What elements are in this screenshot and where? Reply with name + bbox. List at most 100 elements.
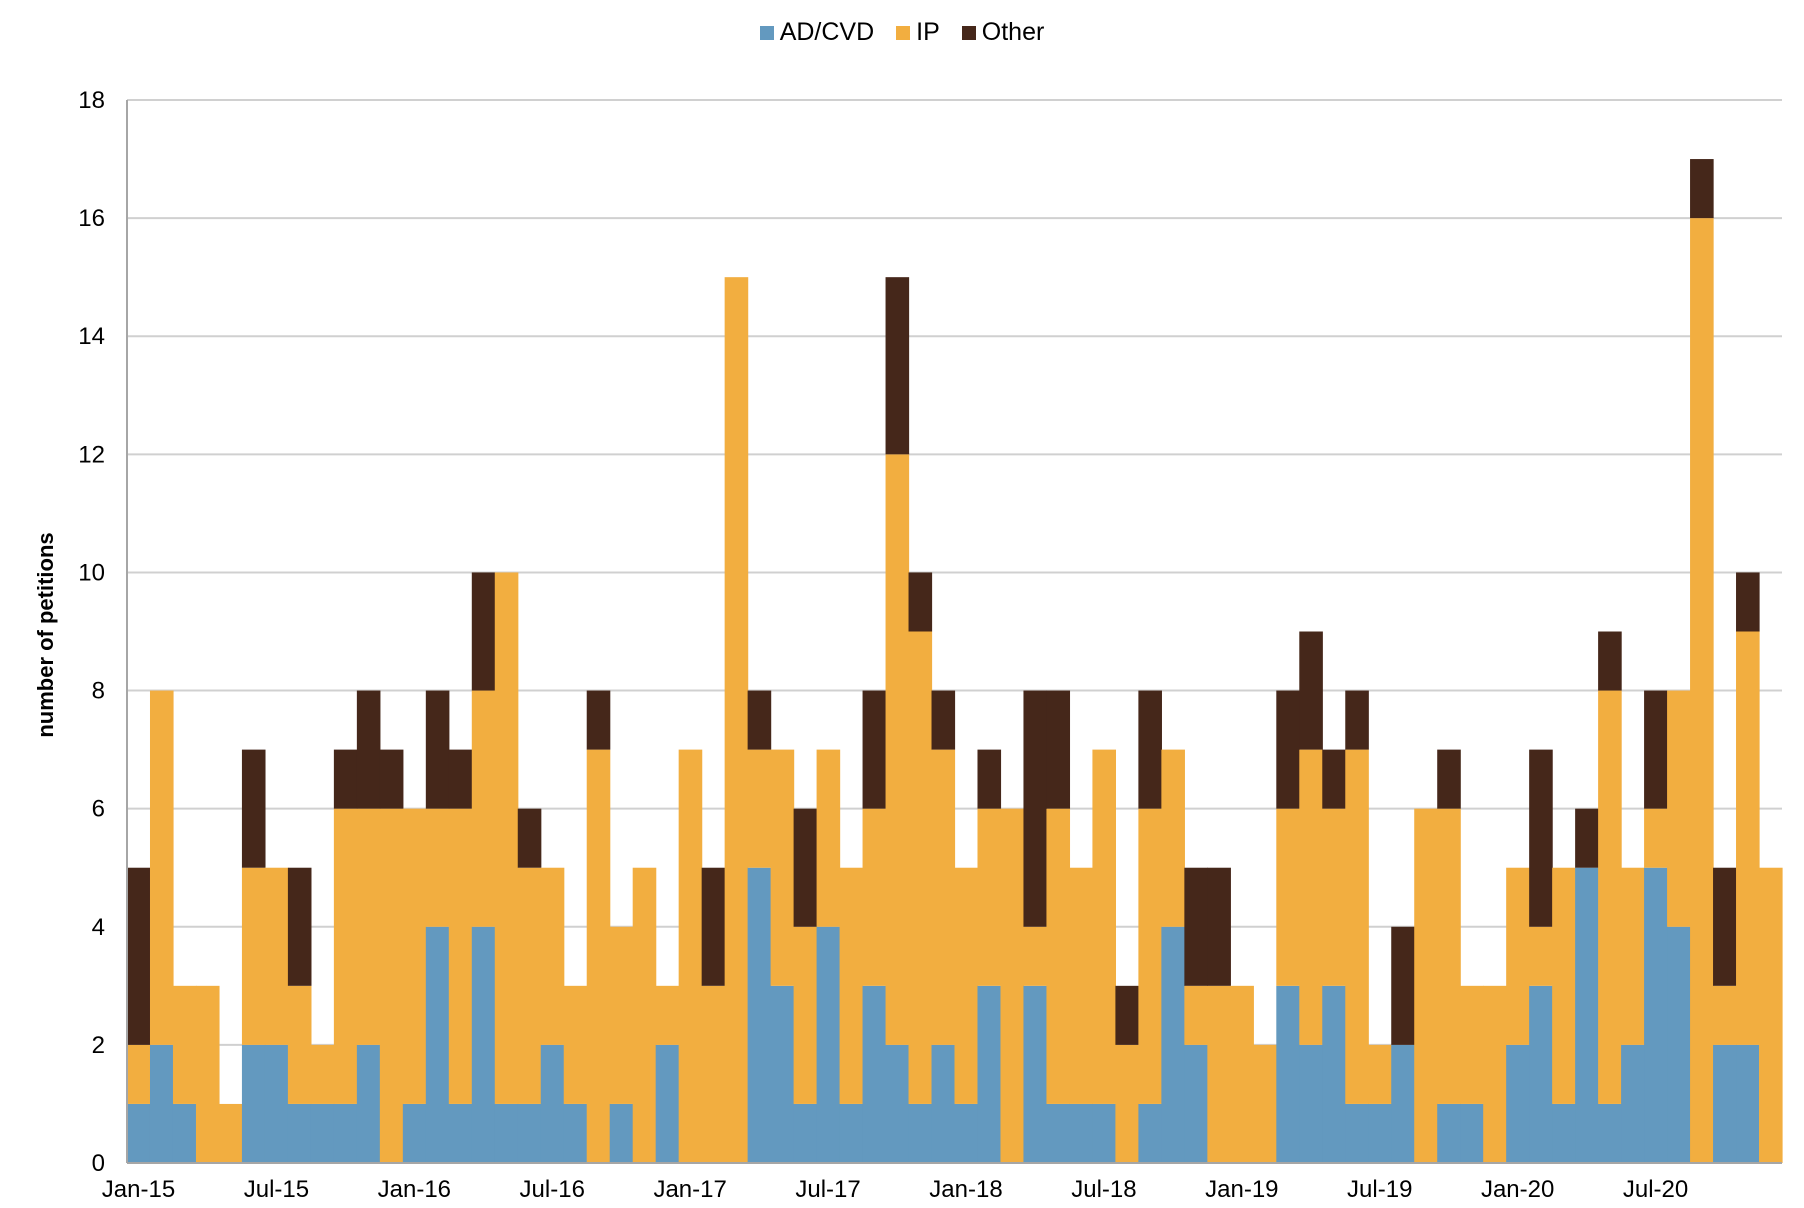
- x-tick-label-jan-19: Jan-19: [1205, 1176, 1278, 1203]
- bar-other-apr-18: [1023, 690, 1048, 927]
- bar-other-apr-19: [1299, 631, 1323, 750]
- bar-ad-cvd-may-20: [1598, 1103, 1622, 1163]
- y-tick-label-14: 14: [78, 323, 105, 350]
- bar-ad-cvd-jul-19: [1368, 1103, 1392, 1163]
- y-tick-label-12: 12: [78, 441, 105, 468]
- y-tick-label-6: 6: [92, 796, 105, 823]
- bar-ip-sep-19: [1414, 808, 1438, 1163]
- y-tick-label-2: 2: [92, 1032, 105, 1059]
- bar-ad-cvd-oct-20: [1713, 1044, 1737, 1163]
- bar-other-nov-15: [356, 690, 381, 809]
- bar-ip-mar-16: [448, 808, 473, 1104]
- bar-ip-jun-15: [241, 867, 266, 1045]
- bar-ad-cvd-oct-17: [885, 1044, 910, 1163]
- bar-other-dec-15: [379, 749, 404, 809]
- bar-ip-may-18: [1046, 808, 1071, 1104]
- bar-ad-cvd-mar-15: [172, 1103, 197, 1163]
- bar-ip-jan-17: [678, 749, 703, 1163]
- bar-ad-cvd-nov-15: [356, 1044, 381, 1163]
- bar-ad-cvd-may-16: [494, 1103, 519, 1163]
- bar-other-aug-19: [1391, 926, 1415, 1045]
- y-tick-label-18: 18: [78, 87, 105, 114]
- bar-ad-cvd-nov-20: [1736, 1044, 1760, 1163]
- bar-ad-cvd-sep-18: [1138, 1103, 1162, 1163]
- bar-ad-cvd-aug-20: [1667, 926, 1691, 1163]
- y-tick-label-4: 4: [92, 914, 105, 941]
- bar-ad-cvd-may-18: [1046, 1103, 1071, 1163]
- bar-ip-jul-18: [1092, 749, 1117, 1104]
- bar-ip-jul-15: [264, 867, 289, 1045]
- bar-ip-may-20: [1598, 690, 1622, 1104]
- bar-ip-jun-16: [517, 867, 542, 1104]
- bar-ip-aug-18: [1115, 1044, 1139, 1163]
- bar-ip-apr-19: [1299, 749, 1323, 1045]
- bar-other-oct-20: [1713, 867, 1737, 986]
- bar-ad-cvd-aug-15: [287, 1103, 312, 1163]
- bar-ip-feb-19: [1253, 1044, 1277, 1163]
- bar-ip-aug-20: [1667, 690, 1691, 927]
- bar-ad-cvd-oct-19: [1437, 1103, 1461, 1163]
- bar-ad-cvd-nov-19: [1460, 1103, 1484, 1163]
- bar-other-jun-19: [1345, 690, 1369, 750]
- legend-label-adcvd: AD/CVD: [779, 18, 875, 46]
- bar-other-dec-18: [1207, 867, 1231, 986]
- bar-other-oct-15: [333, 749, 358, 809]
- bar-ip-feb-15: [149, 690, 174, 1045]
- bar-ip-oct-18: [1161, 749, 1185, 927]
- bar-ad-cvd-jul-16: [540, 1044, 565, 1163]
- bar-ad-cvd-oct-15: [333, 1103, 358, 1163]
- bar-other-aug-15: [287, 867, 312, 986]
- bar-other-jan-15: [127, 867, 151, 1045]
- bar-other-apr-20: [1575, 808, 1599, 868]
- bar-other-may-18: [1046, 690, 1071, 809]
- bar-ip-sep-18: [1138, 808, 1162, 1104]
- x-tick-label-jul-17: Jul-17: [795, 1176, 860, 1203]
- bar-ad-cvd-apr-17: [747, 867, 772, 1163]
- bar-other-may-20: [1598, 631, 1622, 691]
- x-tick-label-jan-20: Jan-20: [1481, 1176, 1554, 1203]
- y-tick-label-8: 8: [92, 678, 105, 705]
- legend-label-other: Other: [981, 18, 1045, 46]
- bar-other-jul-20: [1644, 690, 1668, 809]
- bar-ad-cvd-feb-18: [977, 985, 1002, 1163]
- bar-ip-oct-16: [609, 926, 634, 1104]
- bar-ip-feb-20: [1529, 926, 1553, 986]
- bar-other-nov-20: [1736, 572, 1760, 632]
- bar-ip-jun-20: [1621, 867, 1645, 1045]
- bar-ad-cvd-dec-17: [931, 1044, 956, 1163]
- bar-other-feb-18: [977, 749, 1002, 809]
- bar-ip-sep-20: [1690, 218, 1714, 1164]
- bar-ip-aug-17: [839, 867, 864, 1104]
- bar-other-jun-17: [793, 808, 818, 927]
- bar-ip-mar-18: [1000, 808, 1025, 1163]
- bar-ip-jun-18: [1069, 867, 1094, 1104]
- bar-ad-cvd-jan-18: [954, 1103, 979, 1163]
- bar-ad-cvd-jan-20: [1506, 1044, 1530, 1163]
- bar-ip-jan-18: [954, 867, 979, 1104]
- bar-other-jun-16: [517, 808, 542, 868]
- bar-ip-mar-20: [1552, 867, 1576, 1104]
- x-tick-label-jul-20: Jul-20: [1623, 1176, 1688, 1203]
- x-tick-label-jan-15: Jan-15: [102, 1176, 175, 1203]
- bar-ad-cvd-jan-16: [402, 1103, 427, 1163]
- bar-ip-sep-16: [586, 749, 611, 1163]
- bar-ip-oct-20: [1713, 985, 1737, 1045]
- bar-ip-mar-17: [724, 277, 749, 1164]
- bar-ip-aug-16: [563, 985, 588, 1104]
- x-tick-label-jan-18: Jan-18: [929, 1176, 1002, 1203]
- bar-other-may-19: [1322, 749, 1346, 809]
- bar-ad-cvd-feb-20: [1529, 985, 1553, 1163]
- bar-other-feb-16: [425, 690, 450, 809]
- bar-ad-cvd-jun-16: [517, 1103, 542, 1163]
- bar-ip-nov-15: [356, 808, 381, 1045]
- bar-ip-oct-17: [885, 454, 910, 1045]
- bar-ip-jun-17: [793, 926, 818, 1104]
- bar-ip-mar-19: [1276, 808, 1300, 986]
- bar-other-sep-17: [862, 690, 887, 809]
- bar-ad-cvd-sep-17: [862, 985, 887, 1163]
- bar-ad-cvd-jun-19: [1345, 1103, 1369, 1163]
- bar-ad-cvd-aug-19: [1391, 1044, 1415, 1163]
- bar-ip-feb-17: [701, 985, 726, 1163]
- bar-other-sep-16: [586, 690, 611, 750]
